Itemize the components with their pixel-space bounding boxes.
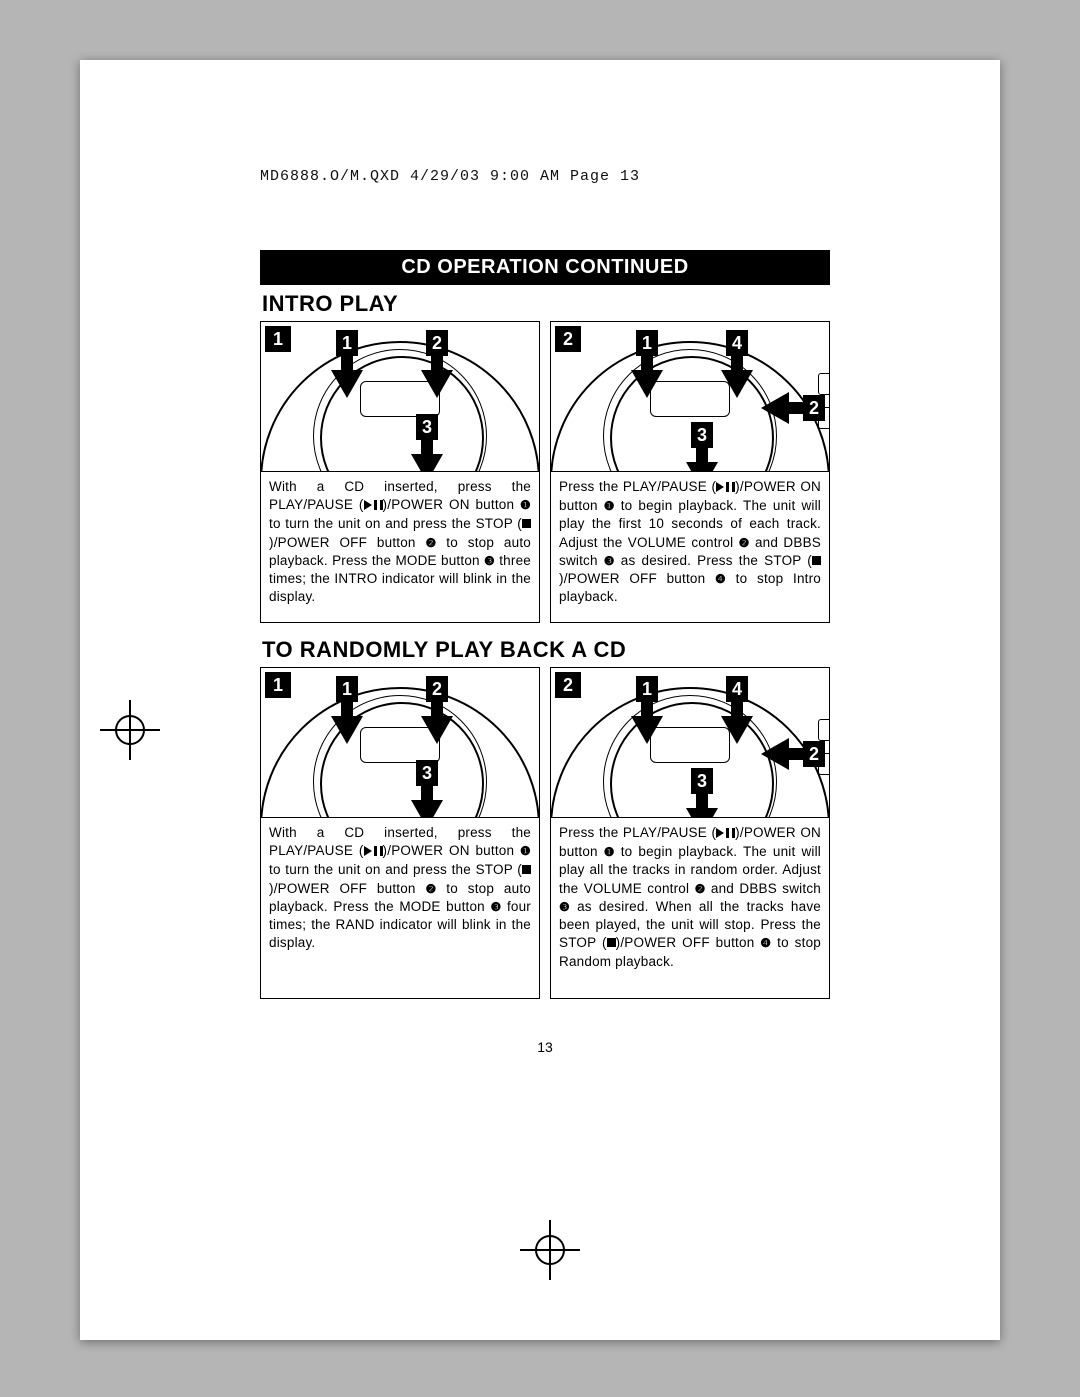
section-heading-random: TO RANDOMLY PLAY BACK A CD [262,637,830,663]
callout-1: 1 [631,676,663,744]
callout-3: 3 [411,414,443,472]
print-header-stamp: MD6888.O/M.QXD 4/29/03 9:00 AM Page 13 [260,168,640,185]
callout-4: 4 [721,330,753,398]
callout-3: 3 [411,760,443,818]
callout-3: 3 [686,422,718,472]
step-badge: 1 [265,326,291,352]
random-step2-cell: 2 1 4 3 [550,667,830,999]
random-step2-text: Press the PLAY/PAUSE ()/POWER ON button … [551,818,829,998]
callout-4: 4 [721,676,753,744]
callout-1: 1 [331,330,363,398]
cd-player-icon [261,341,539,472]
random-row: 1 1 2 3 [260,667,830,999]
callout-3: 3 [686,768,718,818]
random-step2-diagram: 2 1 4 3 [551,668,829,818]
random-step1-cell: 1 1 2 3 [260,667,540,999]
registration-mark-left [100,700,160,760]
callout-2: 2 [761,738,825,770]
callout-2: 2 [421,676,453,744]
callout-2: 2 [761,392,825,424]
intro-step1-diagram: 1 1 2 3 [261,322,539,472]
intro-step2-text: Press the PLAY/PAUSE ()/POWER ON button … [551,472,829,622]
scanned-page: MD6888.O/M.QXD 4/29/03 9:00 AM Page 13 C… [80,60,1000,1340]
random-step1-text: With a CD inserted, press the PLAY/PAUSE… [261,818,539,968]
page-content: CD OPERATION CONTINUED INTRO PLAY 1 1 2 [260,250,830,1055]
section-banner: CD OPERATION CONTINUED [260,250,830,285]
callout-2: 2 [421,330,453,398]
step-badge: 1 [265,672,291,698]
callout-1: 1 [331,676,363,744]
section-heading-intro: INTRO PLAY [262,291,830,317]
step-badge: 2 [555,672,581,698]
random-step1-diagram: 1 1 2 3 [261,668,539,818]
registration-mark-bottom [520,1220,580,1280]
step-badge: 2 [555,326,581,352]
page-number: 13 [260,1039,830,1055]
intro-row: 1 1 2 3 [260,321,830,623]
intro-step2-diagram: 2 1 4 3 [551,322,829,472]
callout-1: 1 [631,330,663,398]
intro-step1-text: With a CD inserted, press the PLAY/PAUSE… [261,472,539,622]
intro-step1-cell: 1 1 2 3 [260,321,540,623]
intro-step2-cell: 2 1 4 3 [550,321,830,623]
cd-player-icon [261,687,539,818]
